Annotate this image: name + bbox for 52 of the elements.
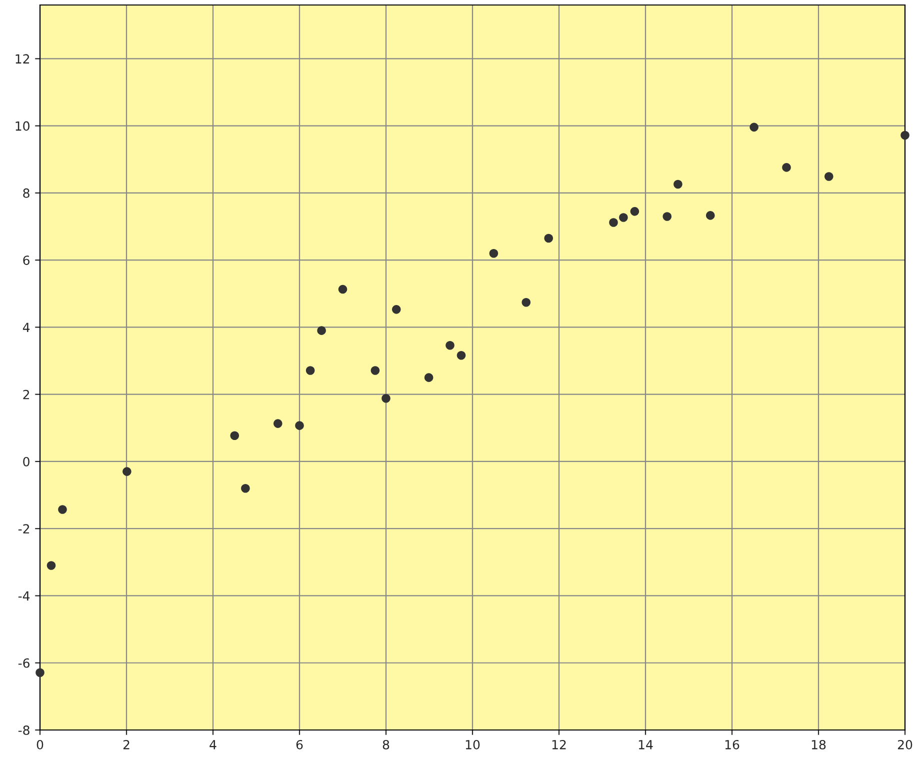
point xyxy=(456,351,466,360)
x-tick-label: 20 xyxy=(898,740,912,750)
point xyxy=(370,366,380,375)
x-tick-label: 4 xyxy=(210,740,216,750)
point xyxy=(273,419,282,428)
point xyxy=(338,284,348,294)
y-tick-label: 8 xyxy=(23,188,30,198)
x-tick-label: 14 xyxy=(638,740,653,750)
y-tick-label: -2 xyxy=(18,524,30,534)
point xyxy=(706,211,715,220)
y-tick-label: -4 xyxy=(18,591,30,600)
point xyxy=(58,505,67,514)
point xyxy=(674,180,682,189)
y-tick-label: -6 xyxy=(18,658,30,668)
point xyxy=(241,484,250,493)
point xyxy=(122,467,132,476)
point xyxy=(382,394,390,403)
y-tick-label: -8 xyxy=(18,725,30,735)
point xyxy=(295,421,304,430)
y-tick-label: 4 xyxy=(22,322,30,332)
point xyxy=(392,305,401,314)
point xyxy=(522,298,531,307)
point xyxy=(446,340,454,350)
x-tick-label: 0 xyxy=(36,740,44,750)
point xyxy=(750,122,758,132)
point xyxy=(544,234,554,243)
y-tick-label: 0 xyxy=(23,456,30,466)
y-tick-label: 2 xyxy=(23,390,30,400)
point xyxy=(824,172,834,181)
point xyxy=(609,218,618,227)
point xyxy=(46,561,56,570)
y-tick-label: 12 xyxy=(16,54,30,64)
point xyxy=(424,373,434,382)
x-tick-label: 10 xyxy=(466,740,480,750)
x-tick-label: 12 xyxy=(552,740,566,750)
x-tick-label: 16 xyxy=(725,740,740,750)
x-tick-label: 2 xyxy=(123,740,130,750)
point xyxy=(317,326,326,335)
point xyxy=(489,248,498,258)
point xyxy=(782,163,791,172)
x-tick-label: 18 xyxy=(812,740,826,750)
point xyxy=(900,130,910,140)
y-tick-label: 6 xyxy=(23,256,30,266)
point xyxy=(36,668,44,677)
x-tick-label: 8 xyxy=(382,740,390,750)
y-tick-label: 10 xyxy=(16,121,30,131)
point xyxy=(619,213,628,222)
x-tick-label: 6 xyxy=(296,740,303,750)
point xyxy=(662,212,672,221)
point xyxy=(630,207,640,216)
point xyxy=(230,431,240,440)
point xyxy=(306,366,315,375)
